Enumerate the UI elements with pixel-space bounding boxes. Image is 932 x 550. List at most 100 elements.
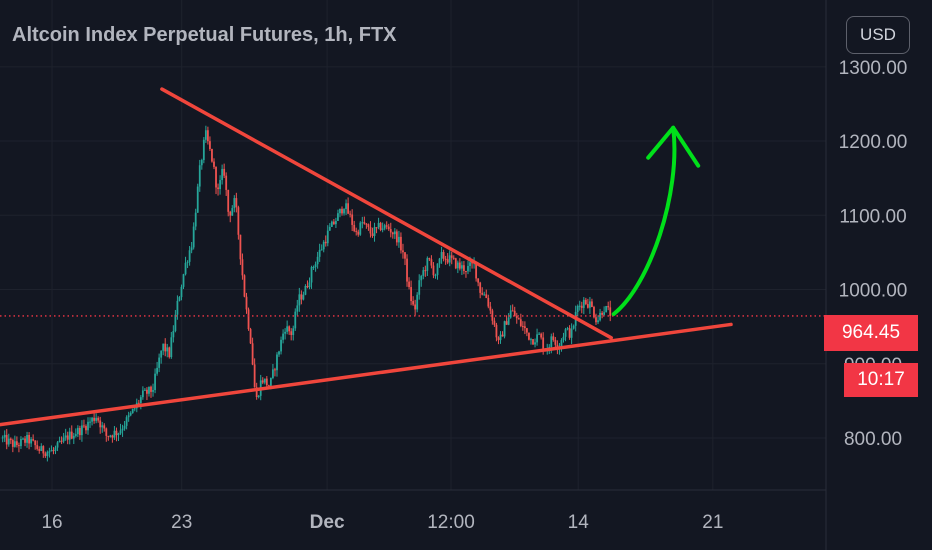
candle-body xyxy=(38,448,41,451)
candle-body xyxy=(123,425,126,429)
lower-trendline xyxy=(0,322,733,427)
candle-body xyxy=(139,397,142,404)
candle-body xyxy=(89,421,91,423)
candle-body xyxy=(375,227,378,229)
candle-body xyxy=(359,222,362,235)
candle-body xyxy=(81,425,83,436)
candle-body xyxy=(125,417,128,426)
candle-body xyxy=(597,320,599,323)
candle-body xyxy=(32,439,35,441)
candle-body xyxy=(54,447,57,451)
candle-body xyxy=(223,168,226,176)
candle-body xyxy=(450,255,453,258)
candle-body xyxy=(454,258,457,269)
candle-body xyxy=(233,198,236,209)
candle-body xyxy=(18,445,20,447)
candle-body xyxy=(129,413,132,416)
candle-body xyxy=(107,435,110,437)
bar-countdown-label: 10:17 xyxy=(844,363,918,397)
candle-body xyxy=(318,249,321,257)
candle-body xyxy=(292,328,295,335)
candle-body xyxy=(448,255,451,263)
candle-body xyxy=(213,161,215,167)
candle-body xyxy=(576,306,579,313)
candle-body xyxy=(607,306,610,308)
candle-body xyxy=(422,270,425,276)
candle-body xyxy=(174,314,177,331)
candle-body xyxy=(521,325,524,327)
candle-body xyxy=(231,208,234,216)
candle-body xyxy=(154,373,156,391)
candle-body xyxy=(371,233,374,236)
candle-body xyxy=(156,367,158,374)
candle-body xyxy=(48,451,51,453)
candle-body xyxy=(530,339,532,341)
candle-body xyxy=(312,266,315,268)
candle-body xyxy=(188,250,191,262)
candle-body xyxy=(217,187,219,190)
candle-body xyxy=(30,439,33,444)
candle-body xyxy=(146,389,148,394)
candle-body xyxy=(324,241,327,244)
candle-body xyxy=(15,441,18,446)
candle-body xyxy=(253,364,256,388)
candle-body xyxy=(52,450,55,452)
candle-body xyxy=(263,378,266,383)
candle-body xyxy=(523,326,526,329)
y-tick-label: 1300.00 xyxy=(839,58,908,79)
candle-body xyxy=(562,336,565,341)
candle-body xyxy=(300,294,303,300)
candle-body xyxy=(257,395,260,398)
candle-body xyxy=(511,310,514,312)
candle-body xyxy=(503,321,506,337)
candle-body xyxy=(56,442,59,448)
currency-button[interactable]: USD xyxy=(846,16,910,54)
candle-body xyxy=(26,435,28,443)
candle-body xyxy=(593,307,595,318)
candle-body xyxy=(215,166,217,188)
candle-body xyxy=(532,339,534,345)
candle-body xyxy=(117,433,120,436)
candle-body xyxy=(9,438,12,441)
candle-body xyxy=(7,438,10,445)
candle-body xyxy=(326,230,329,244)
x-tick-label: 16 xyxy=(41,512,62,533)
y-tick-label: 1200.00 xyxy=(839,132,908,153)
breakout-arrow xyxy=(611,125,677,317)
candle-body xyxy=(229,211,232,216)
candle-body xyxy=(351,214,354,225)
candle-body xyxy=(328,226,331,231)
candle-body xyxy=(276,354,278,371)
candle-body xyxy=(373,227,376,236)
candle-body xyxy=(308,282,311,288)
candle-body xyxy=(206,130,209,142)
candle-body xyxy=(414,304,417,310)
candle-body xyxy=(251,343,254,365)
candle-body xyxy=(487,297,490,307)
candle-body xyxy=(477,278,480,283)
candle-body xyxy=(182,274,185,287)
candle-body xyxy=(141,390,144,398)
candle-body xyxy=(538,333,541,335)
candle-body xyxy=(64,435,67,438)
candle-body xyxy=(5,434,8,445)
candle-body xyxy=(239,234,242,260)
candle-body xyxy=(570,328,573,338)
candle-body xyxy=(284,331,287,334)
candle-body xyxy=(497,337,500,341)
candle-body xyxy=(475,262,478,279)
candle-body xyxy=(87,421,89,431)
x-tick-label: 23 xyxy=(171,512,192,533)
candle-body xyxy=(436,263,439,276)
candle-body xyxy=(40,446,43,451)
candle-body xyxy=(460,265,463,269)
candle-body xyxy=(158,357,161,368)
candle-body xyxy=(111,435,114,438)
candle-body xyxy=(198,165,201,187)
candle-body xyxy=(526,328,528,333)
candle-body xyxy=(515,316,518,319)
candle-body xyxy=(566,328,569,330)
candle-body xyxy=(99,420,102,428)
